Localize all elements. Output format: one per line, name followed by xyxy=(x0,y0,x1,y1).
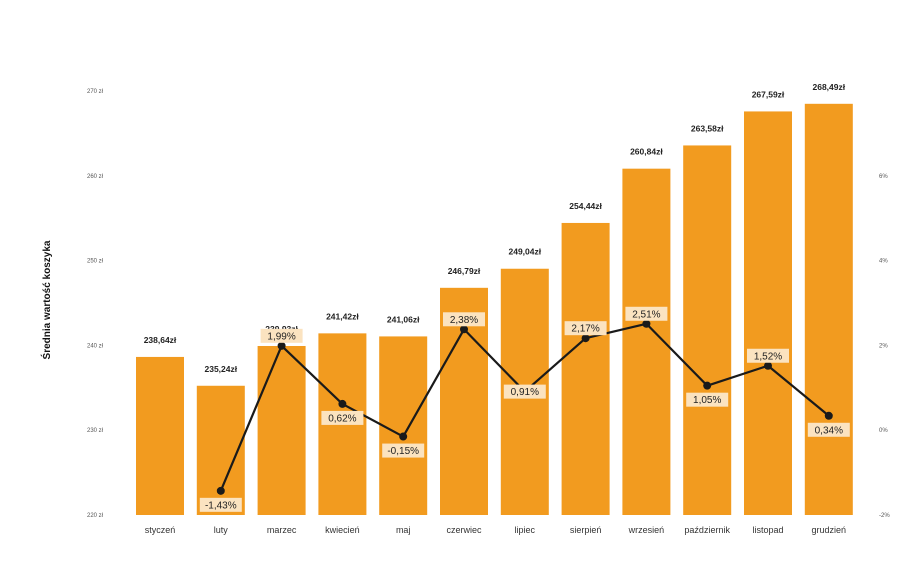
y-axis-label: Średnia wartość koszyka xyxy=(40,240,53,359)
pct-value-label: 0,62% xyxy=(328,413,356,424)
pct-label-box xyxy=(625,306,668,321)
pct-value-label: 1,52% xyxy=(754,351,782,362)
pct-label-box xyxy=(443,312,485,327)
y-left-tick-label: 240 zł xyxy=(87,343,104,349)
y-left-tick-label: 270 zł xyxy=(87,89,104,95)
y-right-tick-label: 6% xyxy=(879,174,888,180)
line-point xyxy=(824,411,833,420)
x-tick-label: marzec xyxy=(267,525,297,535)
bar-value-label: 254,44zł xyxy=(569,201,602,211)
bar-value-label: 267,59zł xyxy=(752,89,785,99)
bar-value-label: 238,64zł xyxy=(144,335,177,345)
pct-value-label: 2,38% xyxy=(450,315,478,326)
pct-label-box xyxy=(321,410,364,425)
pct-label-box xyxy=(260,328,303,343)
x-tick-label: październik xyxy=(684,525,730,535)
line-point xyxy=(277,341,286,350)
line-point xyxy=(338,399,347,408)
x-tick-label: lipiec xyxy=(515,525,536,535)
line-point xyxy=(399,432,408,441)
y-left-tick-label: 220 zł xyxy=(87,513,104,519)
y-right-tick-label: -2% xyxy=(879,513,890,519)
x-tick-label: sierpień xyxy=(570,525,602,535)
pct-label-box xyxy=(564,321,607,336)
pct-label-box xyxy=(199,497,242,512)
bar-value-label: 263,58zł xyxy=(691,123,724,133)
x-tick-label: grudzień xyxy=(812,525,847,535)
bar-value-label: 246,79zł xyxy=(448,266,481,276)
pct-value-label: 2,17% xyxy=(571,324,599,335)
y-left-tick-label: 230 zł xyxy=(87,428,104,434)
line-point xyxy=(642,319,651,328)
x-tick-label: luty xyxy=(214,525,229,535)
bar xyxy=(622,168,671,515)
bar-value-label: 241,42zł xyxy=(326,311,359,321)
pct-label-box xyxy=(686,392,729,407)
pct-label-box xyxy=(807,422,850,437)
bar xyxy=(379,336,428,515)
x-tick-label: wrzesień xyxy=(628,525,665,535)
bar-value-label: 268,49zł xyxy=(812,82,845,92)
x-tick-label: kwiecień xyxy=(325,525,360,535)
pct-value-label: 1,99% xyxy=(267,331,295,342)
x-tick-label: maj xyxy=(396,525,411,535)
y-right-tick-label: 4% xyxy=(879,259,888,265)
x-tick-label: listopad xyxy=(752,525,783,535)
pct-value-label: 0,34% xyxy=(815,425,843,436)
bar xyxy=(804,103,853,515)
pct-value-label: 2,51% xyxy=(632,309,660,320)
bar xyxy=(683,145,732,516)
pct-label-box xyxy=(382,443,425,458)
pct-label-box xyxy=(747,348,789,363)
y-right-tick-label: 2% xyxy=(879,343,888,349)
bar xyxy=(561,222,610,516)
bar-value-label: 249,04zł xyxy=(508,247,541,257)
pct-value-label: 0,91% xyxy=(511,387,539,398)
line-point xyxy=(581,334,590,343)
line-point xyxy=(216,486,225,495)
line-point xyxy=(703,381,712,390)
pct-value-label: -0,15% xyxy=(387,446,419,457)
pct-value-label: 1,05% xyxy=(693,395,721,406)
bar xyxy=(744,111,792,515)
y-left-tick-label: 250 zł xyxy=(87,259,104,265)
x-tick-label: styczeń xyxy=(145,525,176,535)
line-point xyxy=(460,325,468,334)
pct-label-box xyxy=(503,384,546,399)
pct-value-label: -1,43% xyxy=(205,500,237,511)
y-right-tick-label: 0% xyxy=(879,428,888,434)
line-point xyxy=(764,361,772,370)
bar-value-label: 235,24zł xyxy=(204,364,237,374)
bar xyxy=(257,345,306,515)
x-tick-label: czerwiec xyxy=(446,525,482,535)
bar-value-label: 241,06zł xyxy=(387,314,420,324)
bar-value-label: 260,84zł xyxy=(630,147,663,157)
y-left-tick-label: 260 zł xyxy=(87,174,104,180)
bar xyxy=(136,356,184,515)
